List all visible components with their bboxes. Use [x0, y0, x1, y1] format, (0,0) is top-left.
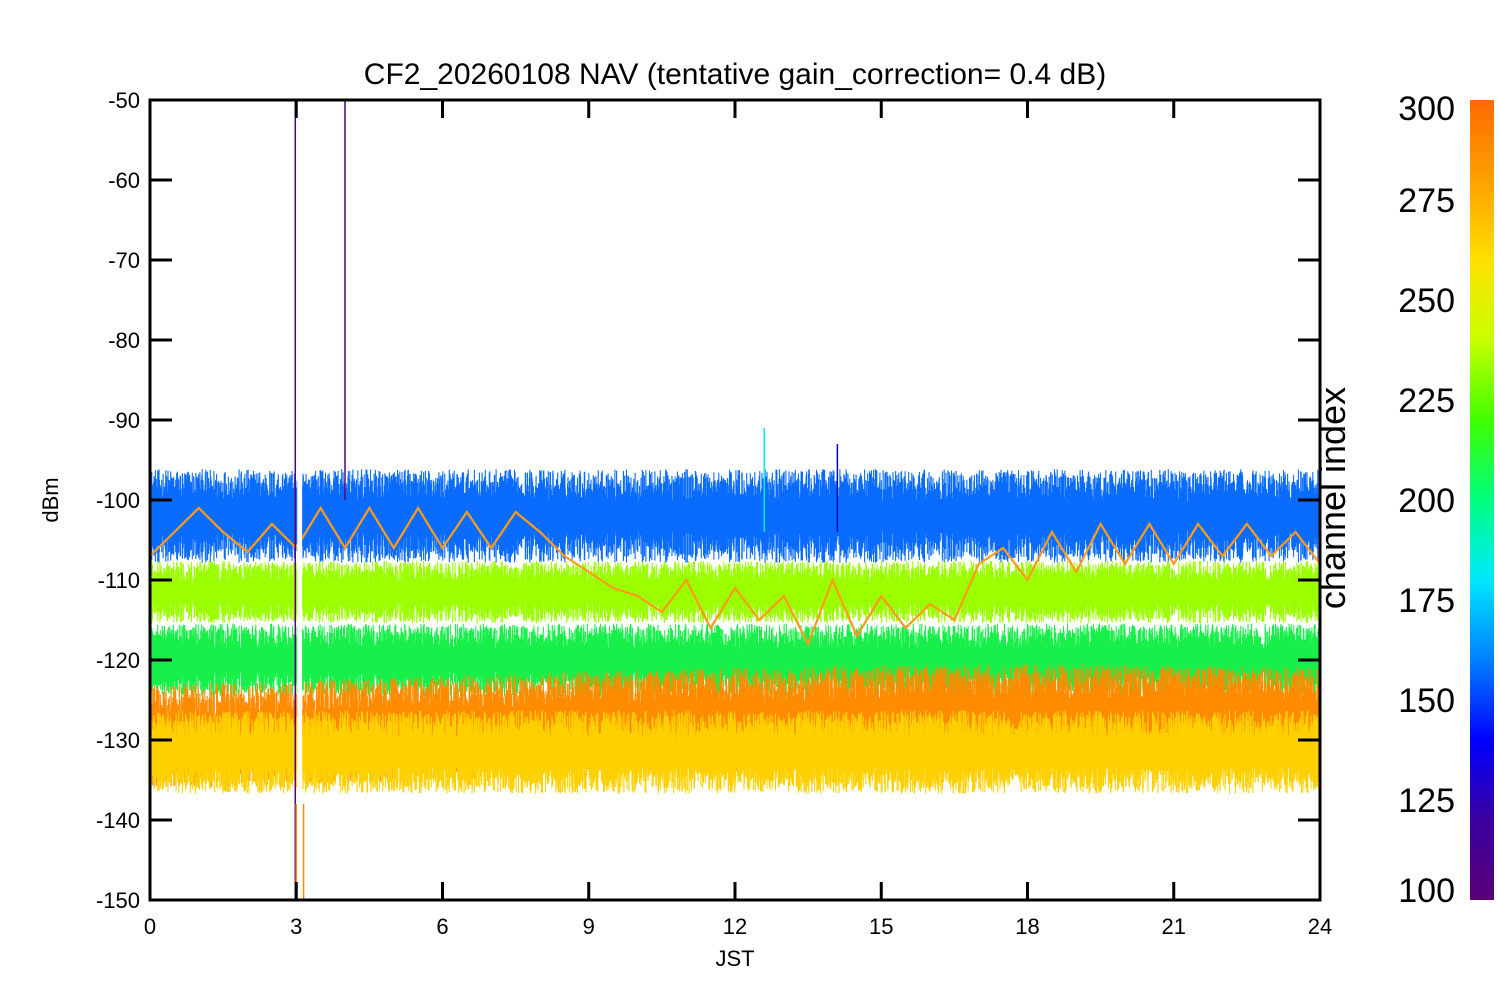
series-line-oscillating	[150, 505, 1320, 647]
colorbar-tick-label: 200	[1398, 482, 1455, 520]
y-tick-label: -90	[108, 408, 140, 433]
x-axis: 0 3 6 9 12 15 18 21 24	[144, 100, 1332, 939]
y-tick-label: -60	[108, 168, 140, 193]
x-tick-label: 0	[144, 914, 156, 939]
y-axis: -50 -60 -70 -80 -90 -100 -110 -120 -130 -140 -150	[96, 88, 1320, 913]
y-tick-label: -130	[96, 728, 140, 753]
colorbar-tick-label: 125	[1398, 782, 1455, 820]
series-band-4	[150, 710, 1320, 794]
y-tick-label: -70	[108, 248, 140, 273]
x-tick-label: 18	[1015, 914, 1039, 939]
series-band-0	[150, 469, 1320, 563]
y-tick-label: -150	[96, 888, 140, 913]
colorbar-tick-label: 300	[1398, 90, 1455, 128]
plot-area	[150, 100, 1320, 900]
x-tick-label: 21	[1162, 914, 1186, 939]
x-tick-label: 12	[723, 914, 747, 939]
colorbar	[1470, 100, 1494, 900]
y-tick-label: -120	[96, 648, 140, 673]
x-tick-label: 24	[1308, 914, 1332, 939]
colorbar-axis: 300 275 250 225 200 175 150 125 100	[1398, 90, 1455, 910]
colorbar-label: channel index	[1312, 387, 1353, 609]
series-band-2	[150, 623, 1320, 697]
colorbar-tick-label: 225	[1398, 382, 1455, 420]
y-axis-label: dBm	[38, 477, 63, 522]
colorbar-tick-label: 175	[1398, 582, 1455, 620]
x-tick-label: 15	[869, 914, 893, 939]
chart-title: CF2_20260108 NAV (tentative gain_correct…	[364, 58, 1106, 91]
y-tick-label: -100	[96, 488, 140, 513]
colorbar-tick-label: 275	[1398, 182, 1455, 220]
series-band-1	[150, 560, 1320, 624]
colorbar-tick-label: 250	[1398, 282, 1455, 320]
y-tick-label: -50	[108, 88, 140, 113]
colorbar-tick-label: 100	[1398, 872, 1455, 910]
x-tick-label: 3	[290, 914, 302, 939]
x-tick-label: 9	[583, 914, 595, 939]
x-tick-label: 6	[436, 914, 448, 939]
colorbar-tick-label: 150	[1398, 682, 1455, 720]
x-axis-label: JST	[715, 946, 754, 971]
y-tick-label: -80	[108, 328, 140, 353]
y-tick-label: -110	[98, 568, 140, 593]
y-tick-label: -140	[96, 808, 140, 833]
data-gap-0	[297, 100, 303, 900]
